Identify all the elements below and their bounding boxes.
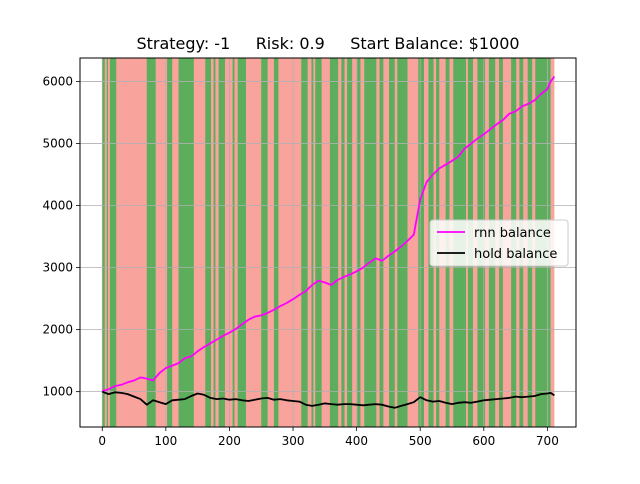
buy-region	[311, 58, 314, 427]
x-tick-label: 0	[98, 434, 106, 448]
x-tick-label: 700	[536, 434, 559, 448]
y-tick-label: 5000	[42, 137, 73, 151]
buy-region	[205, 58, 211, 427]
buy-region	[389, 58, 395, 427]
series-line-rnn-balance	[102, 76, 556, 392]
buy-region	[109, 58, 117, 427]
y-tick-label: 4000	[42, 199, 73, 213]
series-layer	[101, 76, 556, 409]
x-tick-label: 200	[218, 434, 241, 448]
buy-region	[102, 58, 105, 427]
buy-region	[329, 58, 339, 427]
legend-label-rnn: rnn balance	[474, 226, 551, 241]
chart-title: Strategy: -1 Risk: 0.9 Start Balance: $1…	[136, 34, 519, 53]
y-tick-label: 3000	[42, 261, 73, 275]
buy-region	[301, 58, 308, 427]
x-tick-label: 400	[345, 434, 368, 448]
buy-region	[364, 58, 377, 427]
buy-region	[167, 58, 173, 427]
buy-region	[178, 58, 194, 427]
axis-ticks: 0 100 200 300 400 500 600 700 1000 2000 3000 4000 50…	[42, 75, 558, 448]
x-tick-label: 600	[472, 434, 495, 448]
buy-region	[237, 58, 246, 427]
x-tick-label: 100	[154, 434, 177, 448]
legend: rnn balance hold balance	[429, 219, 569, 267]
buy-region	[357, 58, 361, 427]
y-tick-label: 2000	[42, 323, 73, 337]
y-tick-label: 1000	[42, 385, 73, 399]
buy-region	[273, 58, 279, 427]
grid-lines	[80, 58, 576, 427]
buy-region	[315, 58, 322, 427]
buy-region	[379, 58, 384, 427]
x-tick-label: 300	[282, 434, 305, 448]
buy-region	[213, 58, 216, 427]
buy-region	[218, 58, 225, 427]
x-tick-label: 500	[409, 434, 432, 448]
series-line-hold-balance	[101, 390, 555, 409]
plot-frame	[79, 57, 577, 428]
buy-region	[106, 58, 108, 427]
legend-label-hold: hold balance	[474, 247, 557, 262]
buy-region	[418, 58, 425, 427]
buy-region	[146, 58, 156, 427]
buy-region	[347, 58, 353, 427]
buy-region	[397, 58, 408, 427]
y-tick-label: 6000	[42, 75, 73, 89]
buy-region	[232, 58, 235, 427]
buy-region	[341, 58, 345, 427]
buy-region	[261, 58, 268, 427]
